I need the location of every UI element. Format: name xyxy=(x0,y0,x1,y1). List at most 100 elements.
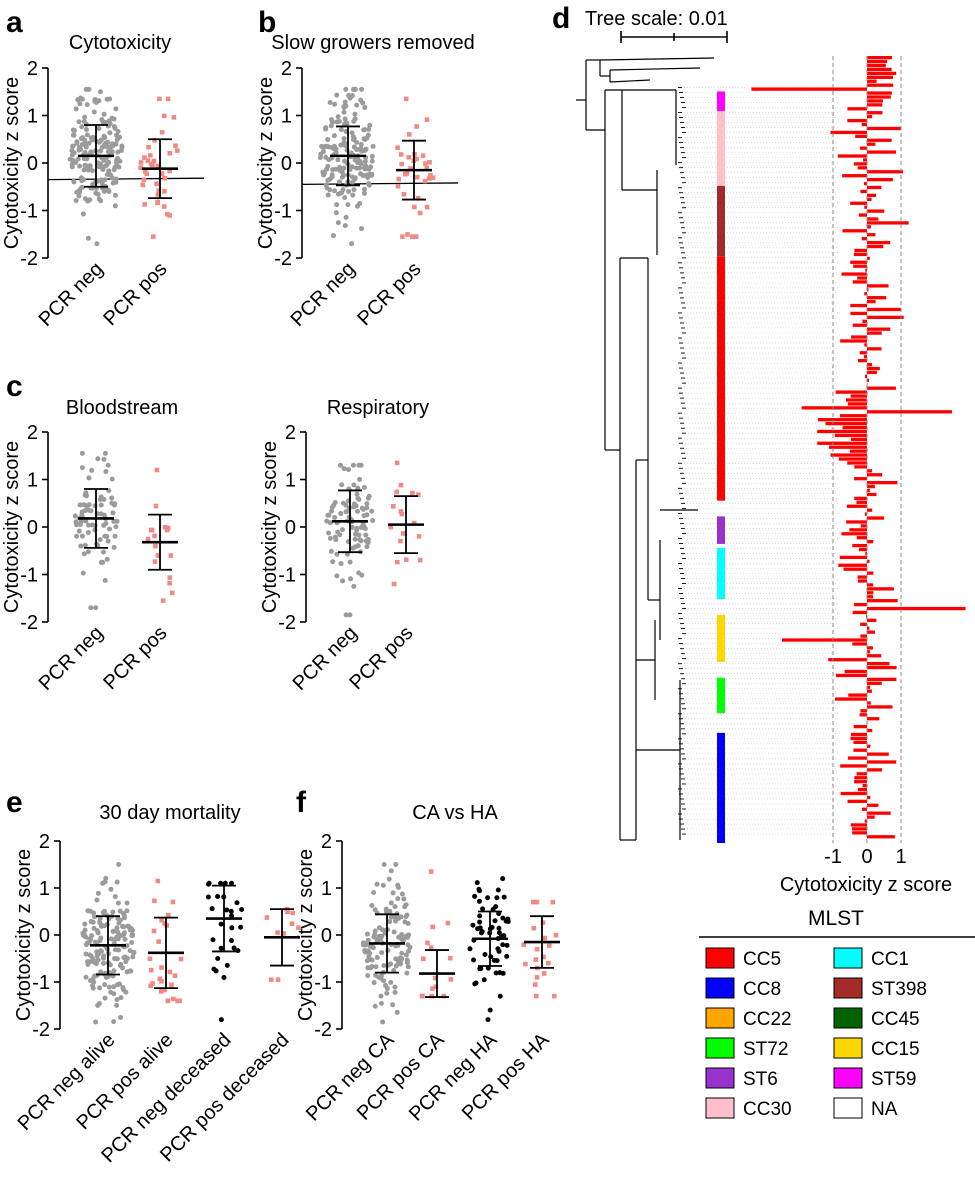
data-point xyxy=(79,533,85,539)
data-point xyxy=(96,196,102,202)
data-point xyxy=(342,223,348,229)
data-point xyxy=(381,963,387,969)
data-point xyxy=(383,983,389,989)
cytotoxicity-bar xyxy=(850,736,867,741)
data-point xyxy=(107,145,113,151)
data-point xyxy=(393,963,399,969)
data-point xyxy=(101,496,107,502)
cytotoxicity-bar xyxy=(867,150,896,154)
cytotoxicity-bar xyxy=(867,484,875,489)
panel-label: c xyxy=(6,370,23,403)
y-axis-label: Cytotoxicity z score xyxy=(1,441,23,613)
data-point xyxy=(333,166,339,172)
data-point xyxy=(97,985,103,991)
cytotoxicity-bar xyxy=(859,146,867,150)
cytotoxicity-bar xyxy=(867,654,882,658)
data-point xyxy=(158,989,164,994)
mlst-track-segment xyxy=(717,516,725,544)
data-point xyxy=(102,577,108,583)
data-point xyxy=(165,998,171,1004)
data-point xyxy=(332,514,338,520)
data-point xyxy=(115,149,121,155)
x-tick-label: -1 xyxy=(824,846,842,868)
cytotoxicity-bar xyxy=(867,795,871,800)
data-point xyxy=(111,991,117,997)
cytotoxicity-bar xyxy=(860,634,867,638)
data-point xyxy=(358,171,364,177)
data-point xyxy=(348,164,354,170)
data-point xyxy=(218,945,224,951)
y-tick-label: -1 xyxy=(278,565,296,587)
data-point xyxy=(150,162,155,168)
data-point xyxy=(111,124,117,130)
cytotoxicity-bar xyxy=(830,130,867,135)
data-point xyxy=(177,998,182,1004)
dot-cloud xyxy=(388,460,423,587)
data-point xyxy=(97,537,103,543)
data-point xyxy=(106,159,112,165)
data-point xyxy=(324,185,330,191)
data-point xyxy=(492,918,498,924)
data-point xyxy=(145,158,151,163)
data-point xyxy=(91,109,97,115)
data-point xyxy=(317,155,323,161)
data-point xyxy=(358,226,364,232)
legend-swatch xyxy=(705,1037,735,1059)
cytotoxicity-bar xyxy=(867,284,889,288)
data-point xyxy=(95,1002,101,1008)
legend-swatch xyxy=(705,977,735,999)
dot-cloud xyxy=(317,86,376,247)
data-point xyxy=(151,158,157,164)
data-point xyxy=(148,527,154,533)
cytotoxicity-bar xyxy=(856,772,867,776)
cytotoxicity-bar xyxy=(867,177,893,182)
data-point xyxy=(417,210,423,216)
data-point xyxy=(281,931,286,936)
cytotoxicity-bar xyxy=(852,543,867,548)
data-point xyxy=(448,977,454,982)
data-point xyxy=(366,180,372,186)
data-point xyxy=(109,476,115,482)
data-point xyxy=(349,241,355,247)
data-point xyxy=(285,909,290,915)
data-point xyxy=(118,1014,124,1020)
cytotoxicity-bar xyxy=(846,520,867,524)
legend-label: ST6 xyxy=(743,1069,778,1090)
y-tick-label: -1 xyxy=(32,972,50,994)
data-point xyxy=(360,940,366,946)
data-point xyxy=(392,984,398,990)
cytotoxicity-bar xyxy=(854,496,867,501)
data-point xyxy=(359,86,365,92)
data-point xyxy=(94,897,100,903)
data-point xyxy=(388,914,394,920)
data-point xyxy=(77,502,83,508)
data-point xyxy=(501,894,507,900)
data-point xyxy=(354,139,360,145)
cytotoxicity-bar xyxy=(863,158,867,162)
cytotoxicity-bar xyxy=(853,264,867,268)
data-point xyxy=(416,534,422,539)
cytotoxicity-bar xyxy=(867,331,882,335)
data-point xyxy=(121,955,127,961)
cytotoxicity-bar xyxy=(867,83,894,87)
data-point xyxy=(178,956,184,962)
data-point xyxy=(332,101,338,107)
data-point xyxy=(165,912,171,918)
data-point xyxy=(112,947,118,953)
data-point xyxy=(112,203,118,209)
cytotoxicity-bar xyxy=(857,276,867,280)
trend-line xyxy=(47,177,205,181)
cytotoxicity-bar xyxy=(852,642,867,646)
data-point xyxy=(83,974,89,980)
cytotoxicity-bar xyxy=(867,56,893,60)
data-point xyxy=(487,1007,493,1013)
y-tick-label: 1 xyxy=(321,878,332,900)
cytotoxicity-bar xyxy=(842,425,867,430)
cytotoxicity-bar xyxy=(867,193,876,198)
data-point xyxy=(162,189,167,194)
cytotoxicity-bar xyxy=(857,358,867,363)
data-point xyxy=(391,581,397,587)
cytotoxicity-bar xyxy=(867,599,898,603)
data-point xyxy=(351,583,357,589)
